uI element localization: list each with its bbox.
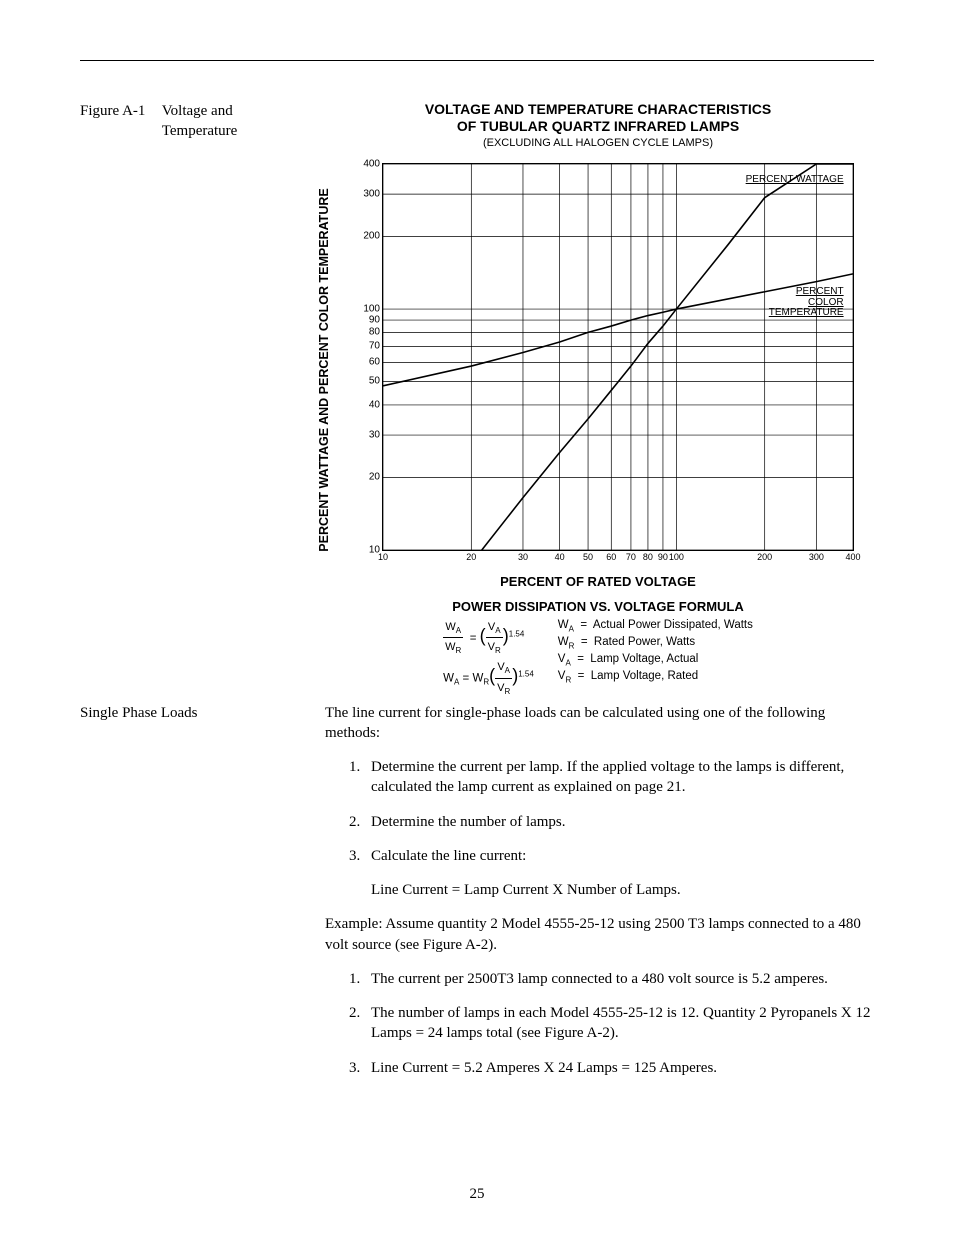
example-intro: Example: Assume quantity 2 Model 4555-25…	[325, 914, 874, 955]
x-tick: 100	[669, 550, 684, 562]
x-tick: 10	[378, 550, 388, 562]
formula-def: VA = Lamp Voltage, Actual	[558, 652, 753, 669]
steps-list: 1.Determine the current per lamp. If the…	[325, 757, 874, 866]
curve-label: PERCENT WATTAGE	[746, 175, 844, 186]
x-tick: 300	[809, 550, 824, 562]
formula-def: VR = Lamp Voltage, Rated	[558, 669, 753, 686]
formula-equations: WAWR = (VAVR)1.54 WA = WR(VAVR)1.54	[443, 618, 534, 699]
list-item: 3.Calculate the line current:	[349, 846, 874, 866]
list-item: 1.Determine the current per lamp. If the…	[349, 757, 874, 798]
section-body: The line current for single-phase loads …	[325, 703, 874, 1092]
x-tick: 90	[658, 550, 668, 562]
y-tick: 200	[363, 231, 383, 242]
example-steps-list: 1.The current per 2500T3 lamp connected …	[325, 969, 874, 1078]
figure-title: Voltage and Temperature	[162, 101, 302, 142]
figure-number: Figure A-1	[80, 101, 158, 121]
x-tick: 40	[555, 550, 565, 562]
step3-formula: Line Current = Lamp Current X Number of …	[325, 880, 874, 900]
chart-wrap: PERCENT WATTAGE AND PERCENT COLOR TEMPER…	[338, 155, 858, 585]
x-tick: 80	[643, 550, 653, 562]
y-axis-label: PERCENT WATTAGE AND PERCENT COLOR TEMPER…	[317, 188, 331, 551]
intro-paragraph: The line current for single-phase loads …	[325, 703, 874, 744]
x-tick: 60	[606, 550, 616, 562]
y-tick: 60	[369, 357, 383, 368]
formula-def: WR = Rated Power, Watts	[558, 635, 753, 652]
chart-title-line2: OF TUBULAR QUARTZ INFRARED LAMPS	[322, 118, 874, 135]
formula-title: POWER DISSIPATION VS. VOLTAGE FORMULA	[338, 599, 858, 614]
top-rule	[80, 60, 874, 61]
y-tick: 30	[369, 429, 383, 440]
plot-area: 1020304050607080901002003004001020304050…	[382, 163, 854, 551]
x-tick: 50	[583, 550, 593, 562]
list-item: 3.Line Current = 5.2 Amperes X 24 Lamps …	[349, 1058, 874, 1078]
formula-def: WA = Actual Power Dissipated, Watts	[558, 618, 753, 635]
figure-label: Figure A-1 Voltage and Temperature	[80, 101, 310, 142]
list-item: 2.The number of lamps in each Model 4555…	[349, 1003, 874, 1044]
list-item: 1.The current per 2500T3 lamp connected …	[349, 969, 874, 989]
x-tick: 200	[757, 550, 772, 562]
y-tick: 300	[363, 188, 383, 199]
x-tick: 400	[845, 550, 860, 562]
x-axis-label: PERCENT OF RATED VOLTAGE	[338, 574, 858, 589]
y-tick: 70	[369, 340, 383, 351]
y-tick: 50	[369, 376, 383, 387]
x-tick: 70	[626, 550, 636, 562]
section-side-label: Single Phase Loads	[80, 703, 325, 722]
formula-definitions: WA = Actual Power Dissipated, WattsWR = …	[558, 618, 753, 699]
y-tick: 90	[369, 314, 383, 325]
y-tick: 100	[363, 303, 383, 314]
x-tick: 30	[518, 550, 528, 562]
y-tick: 400	[363, 158, 383, 169]
x-tick: 20	[466, 550, 476, 562]
chart-column: VOLTAGE AND TEMPERATURE CHARACTERISTICS …	[322, 101, 874, 699]
formula-row: WAWR = (VAVR)1.54 WA = WR(VAVR)1.54 WA =…	[338, 618, 858, 699]
formula-block: POWER DISSIPATION VS. VOLTAGE FORMULA WA…	[338, 599, 858, 699]
page-number: 25	[0, 1186, 954, 1203]
body-section: Single Phase Loads The line current for …	[80, 703, 874, 1092]
y-tick: 80	[369, 327, 383, 338]
curve-label: PERCENTCOLORTEMPERATURE	[769, 287, 844, 319]
chart-title-line1: VOLTAGE AND TEMPERATURE CHARACTERISTICS	[322, 101, 874, 118]
list-item: 2.Determine the number of lamps.	[349, 812, 874, 832]
y-tick: 40	[369, 399, 383, 410]
chart-subtitle: (EXCLUDING ALL HALOGEN CYCLE LAMPS)	[322, 137, 874, 149]
y-tick: 20	[369, 472, 383, 483]
figure-row: Figure A-1 Voltage and Temperature VOLTA…	[80, 101, 874, 699]
